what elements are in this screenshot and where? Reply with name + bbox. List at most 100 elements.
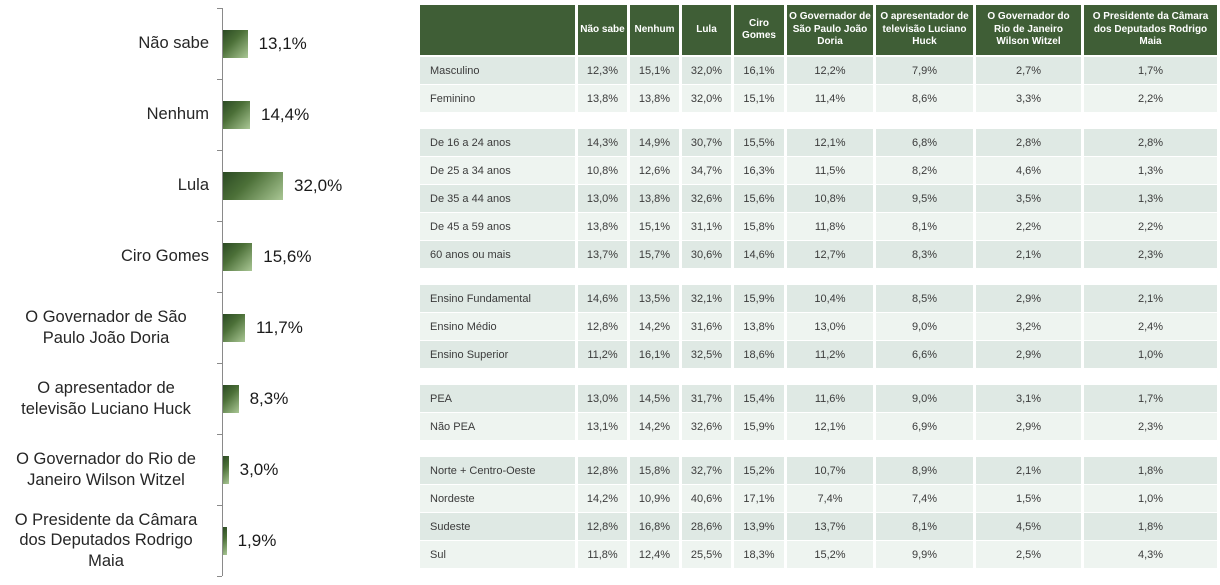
data-cell: 15,1% (630, 213, 682, 241)
row-label-cell: De 16 a 24 anos (420, 129, 578, 157)
data-cell: 8,6% (876, 85, 976, 113)
chart-row: O Governador de São Paulo João Doria 11,7… (0, 292, 420, 363)
data-cell: 6,8% (876, 129, 976, 157)
data-cell: 10,7% (787, 457, 876, 485)
bar (223, 29, 248, 58)
row-label-cell: De 35 a 44 anos (420, 185, 578, 213)
data-cell: 16,1% (630, 341, 682, 369)
data-cell: 14,9% (630, 129, 682, 157)
data-cell: 9,0% (876, 313, 976, 341)
data-cell: 2,9% (976, 413, 1084, 441)
table-row-regiao: Nordeste 14,2% 10,9% 40,6% 17,1% 7,4% 7,4% 1,5%… (420, 485, 1217, 513)
data-cell: 10,4% (787, 285, 876, 313)
row-label-cell: Não PEA (420, 413, 578, 441)
data-cell: 30,6% (682, 241, 734, 269)
data-cell: 4,5% (976, 513, 1084, 541)
table-row-escolaridade: Ensino Médio 12,8% 14,2% 31,6% 13,8% 13,0% 9,0… (420, 313, 1217, 341)
category-label: O Presidente da Câmara dos Deputados Rod… (14, 511, 198, 570)
axis-tick (217, 221, 222, 222)
data-cell: 6,9% (876, 413, 976, 441)
data-cell: 32,0% (682, 85, 734, 113)
category-label-wrap: O Governador do Rio de Janeiro Wilson Wi… (0, 434, 209, 505)
data-cell: 13,0% (787, 313, 876, 341)
data-cell: 1,7% (1084, 57, 1217, 85)
row-label-cell: Masculino (420, 57, 578, 85)
data-cell: 12,1% (787, 129, 876, 157)
data-cell: 9,5% (876, 185, 976, 213)
chart-row: Lula 32,0% (0, 150, 420, 221)
header-cell: O Governador de São Paulo João Doria (787, 5, 876, 57)
header-cell: Ciro Gomes (734, 5, 787, 57)
data-cell: 10,8% (787, 185, 876, 213)
bar (223, 242, 253, 271)
data-cell: 15,6% (734, 185, 787, 213)
data-cell: 2,4% (1084, 313, 1217, 341)
data-cell: 16,8% (630, 513, 682, 541)
data-cell: 2,8% (1084, 129, 1217, 157)
category-label-wrap: Não sabe (0, 8, 209, 79)
data-cell: 40,6% (682, 485, 734, 513)
group-gap-cell (420, 369, 1217, 385)
data-cell: 12,8% (578, 457, 630, 485)
row-label-cell: Feminino (420, 85, 578, 113)
data-cell: 2,1% (1084, 285, 1217, 313)
axis-tick (217, 150, 222, 151)
category-label: O Governador do Rio de Janeiro Wilson Wi… (16, 450, 196, 489)
data-cell: 15,2% (734, 457, 787, 485)
axis-tick (217, 576, 222, 577)
bar (223, 100, 250, 129)
bar (223, 526, 227, 555)
data-cell: 15,1% (734, 85, 787, 113)
data-cell: 12,8% (578, 513, 630, 541)
axis-tick (217, 79, 222, 80)
bar-value-label: 13,1% (258, 33, 307, 53)
row-label-cell: Ensino Superior (420, 341, 578, 369)
data-cell: 13,7% (578, 241, 630, 269)
data-cell: 34,7% (682, 157, 734, 185)
row-label-cell: Sul (420, 541, 578, 569)
table-body: Masculino 12,3% 15,1% 32,0% 16,1% 12,2% 7,9% 2,… (420, 57, 1217, 569)
data-cell: 8,9% (876, 457, 976, 485)
bar-value-label: 3,0% (239, 459, 279, 479)
data-cell: 18,3% (734, 541, 787, 569)
data-cell: 4,3% (1084, 541, 1217, 569)
row-label-cell: Nordeste (420, 485, 578, 513)
data-cell: 15,8% (630, 457, 682, 485)
data-cell: 32,0% (682, 57, 734, 85)
axis-tick (217, 363, 222, 364)
bar-value-label: 15,6% (263, 246, 312, 266)
data-cell: 14,2% (578, 485, 630, 513)
data-cell: 12,1% (787, 413, 876, 441)
bar-value-label: 1,9% (237, 530, 277, 550)
data-cell: 14,6% (578, 285, 630, 313)
data-cell: 32,6% (682, 185, 734, 213)
table-row-idade: De 25 a 34 anos 10,8% 12,6% 34,7% 16,3% 11,5%… (420, 157, 1217, 185)
category-label-wrap: Ciro Gomes (0, 221, 209, 292)
header-cell: O Presidente da Câmara dos Deputados Rod… (1084, 5, 1217, 57)
category-label: O apresentador de televisão Luciano Huck (21, 379, 191, 418)
group-gap-row (420, 269, 1217, 285)
category-label-wrap: O Governador de São Paulo João Doria (0, 292, 209, 363)
data-cell: 32,6% (682, 413, 734, 441)
table-row-idade: 60 anos ou mais 13,7% 15,7% 30,6% 14,6% 12,7%… (420, 241, 1217, 269)
data-cell: 3,1% (976, 385, 1084, 413)
data-cell: 31,7% (682, 385, 734, 413)
data-cell: 13,1% (578, 413, 630, 441)
category-label: Lula (177, 176, 209, 195)
data-cell: 2,9% (976, 341, 1084, 369)
data-cell: 13,8% (630, 85, 682, 113)
table-row-escolaridade: Ensino Fundamental 14,6% 13,5% 32,1% 15,9% 10… (420, 285, 1217, 313)
group-gap-row (420, 113, 1217, 129)
data-cell: 31,1% (682, 213, 734, 241)
data-cell: 13,9% (734, 513, 787, 541)
chart-row: O Governador do Rio de Janeiro Wilson Wi… (0, 434, 420, 505)
header-row: Não sabe Nenhum Lula Ciro Gomes O Governador… (420, 5, 1217, 57)
data-cell: 8,5% (876, 285, 976, 313)
bar-chart: Não sabe 13,1% Nenhum 14,4% Lula 32,0% Ciro Go… (0, 0, 420, 585)
data-cell: 1,0% (1084, 341, 1217, 369)
data-cell: 7,4% (787, 485, 876, 513)
table-row-regiao: Sul 11,8% 12,4% 25,5% 18,3% 15,2% 9,9% 2,5% 4,3% (420, 541, 1217, 569)
data-cell: 11,2% (787, 341, 876, 369)
data-cell: 1,5% (976, 485, 1084, 513)
